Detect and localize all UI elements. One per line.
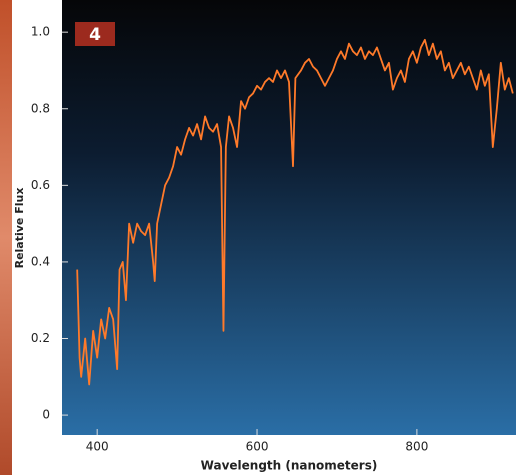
adjacent-image — [0, 0, 12, 475]
x-tick-label: 400 — [86, 440, 109, 454]
y-tick-label: 0.8 — [31, 101, 50, 115]
x-axis-title: Wavelength (nanometers) — [201, 459, 378, 473]
y-tick-label: 0.6 — [31, 178, 50, 192]
y-tick-label: 0.2 — [31, 331, 50, 345]
panel-label: 4 — [89, 25, 101, 45]
x-tick-label: 600 — [246, 440, 269, 454]
plot-area — [62, 0, 516, 435]
y-tick-label: 1.0 — [31, 25, 50, 39]
y-axis-title: Relative Flux — [13, 188, 26, 269]
spectrum-line — [76, 38, 514, 386]
y-tick-label: 0 — [42, 408, 50, 422]
panel-badge — [75, 22, 115, 46]
y-tick-label: 0.4 — [31, 254, 50, 268]
x-tick-label: 800 — [405, 440, 428, 454]
